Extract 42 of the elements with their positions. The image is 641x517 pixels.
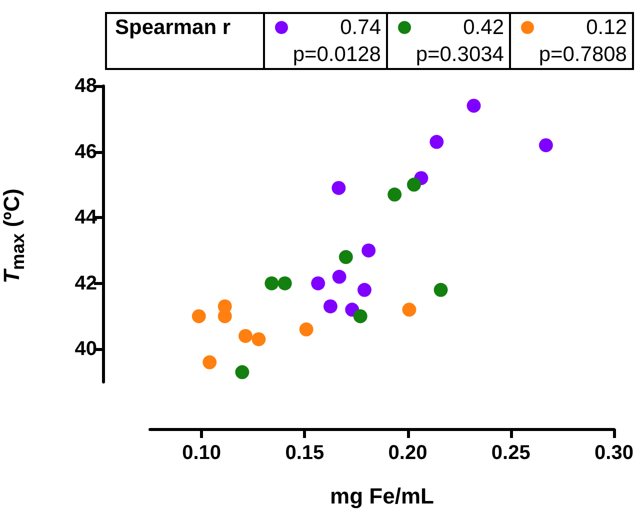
text: 0.74 (340, 16, 381, 39)
x-tick-label: 0.15 (285, 442, 324, 464)
x-tick-label: 0.25 (491, 442, 530, 464)
point (264, 276, 279, 290)
text: 0.42 (463, 16, 504, 39)
point (353, 309, 368, 324)
point (338, 250, 353, 264)
y-tick-label: 48 (74, 75, 97, 97)
x-tick-label: 0.10 (182, 442, 222, 464)
point (402, 302, 416, 317)
point (192, 309, 206, 324)
point (406, 178, 421, 192)
point (235, 365, 250, 380)
point (466, 98, 481, 113)
point (323, 299, 338, 314)
point (238, 328, 252, 343)
text: p=0.7808 (510, 41, 633, 69)
y-tick-label: 46 (74, 140, 97, 163)
text: Spearman r (106, 13, 264, 69)
text: 0.12 (586, 16, 627, 39)
point (252, 332, 266, 346)
point (311, 276, 326, 290)
point (332, 180, 346, 195)
point (434, 282, 448, 297)
point (332, 270, 346, 284)
y-tick-label: 40 (74, 338, 97, 360)
text: p=0.3034 (387, 41, 510, 69)
point (357, 282, 372, 297)
point (218, 309, 232, 324)
x-tick-label: 0.20 (388, 442, 428, 464)
y-tick-label: 44 (74, 206, 98, 229)
point (299, 322, 314, 336)
point (430, 134, 444, 149)
point (362, 243, 376, 258)
point (388, 188, 402, 202)
point (278, 276, 292, 290)
x-tick-label: 0.30 (594, 442, 634, 464)
text: p=0.0128 (264, 41, 387, 69)
point (202, 355, 217, 370)
y-tick-label: 42 (74, 272, 97, 294)
x-axis-title: mg Fe/mL (330, 484, 434, 508)
point (538, 138, 553, 152)
